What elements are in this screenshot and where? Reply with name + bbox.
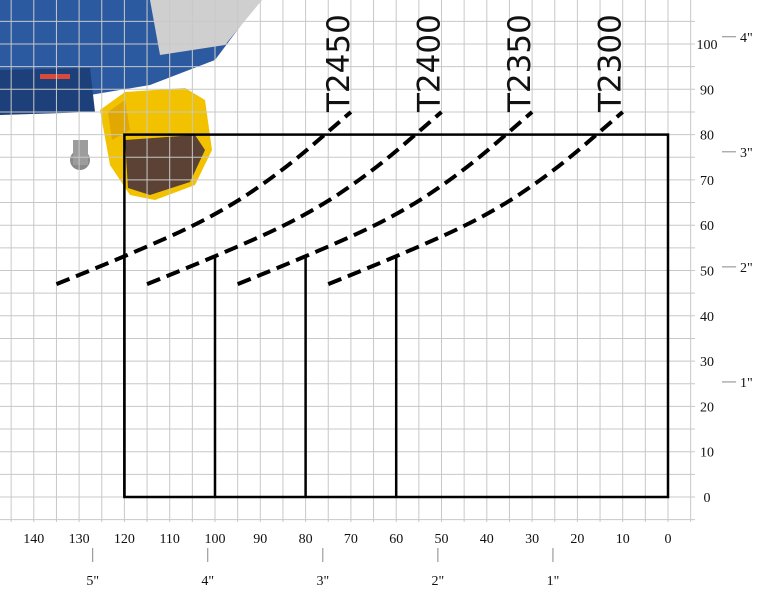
y-inch-axis: 4" 3" 2" 1" [722,31,753,391]
x-tick-label: 120 [114,532,135,547]
x-inch-label: 3" [316,574,329,589]
x-inch-axis: 5" 4" 3" 2" 1" [86,548,559,589]
x-tick-label: 40 [480,532,494,547]
y-inch-label: 4" [740,31,753,46]
series-label: T2350 [502,14,538,113]
x-tick-label: 20 [570,532,584,547]
grid [0,0,695,522]
y-inch-label: 3" [740,146,753,161]
y-axis: 0 10 20 30 40 50 60 70 80 90 100 [697,38,718,506]
x-inch-label: 5" [86,574,99,589]
series-label: T2450 [321,14,357,113]
foot-pedal-photo [0,0,262,200]
x-tick-label: 60 [389,532,403,547]
x-tick-label: 90 [253,532,267,547]
x-tick-label: 10 [616,532,630,547]
y-tick-label: 10 [700,446,714,461]
x-inch-label: 2" [432,574,445,589]
y-tick-label: 50 [700,265,714,280]
x-tick-label: 50 [435,532,449,547]
x-tick-label: 140 [23,532,44,547]
series-curve [146,110,443,286]
y-tick-label: 40 [700,310,714,325]
x-tick-label: 0 [665,532,672,547]
series-label: T2300 [593,14,629,113]
x-tick-label: 30 [525,532,539,547]
x-tick-label: 70 [344,532,358,547]
series-curve [236,110,534,286]
x-tick-label: 80 [299,532,313,547]
y-tick-label: 60 [700,219,714,234]
series-label: T2400 [412,14,448,113]
y-tick-label: 100 [697,38,718,53]
y-tick-label: 30 [700,355,714,370]
series-curve [55,110,353,286]
y-tick-label: 80 [700,129,714,144]
capacity-frame [123,133,670,499]
x-tick-label: 100 [205,532,226,547]
y-tick-label: 0 [704,491,711,506]
x-inch-label: 4" [201,574,214,589]
y-tick-label: 20 [700,400,714,415]
series-curve [327,110,625,286]
x-tick-label: 110 [159,532,179,547]
y-tick-label: 90 [700,83,714,98]
x-inch-label: 1" [547,574,560,589]
x-axis: 140 130 120 110 100 90 80 70 60 50 40 30 20 10 0 [23,532,671,547]
x-tick-label: 130 [69,532,90,547]
y-inch-label: 1" [740,376,753,391]
y-inch-label: 2" [740,261,753,276]
capacity-curves: T2450 T2400 T2350 T2300 [55,14,629,286]
y-tick-label: 70 [700,174,714,189]
